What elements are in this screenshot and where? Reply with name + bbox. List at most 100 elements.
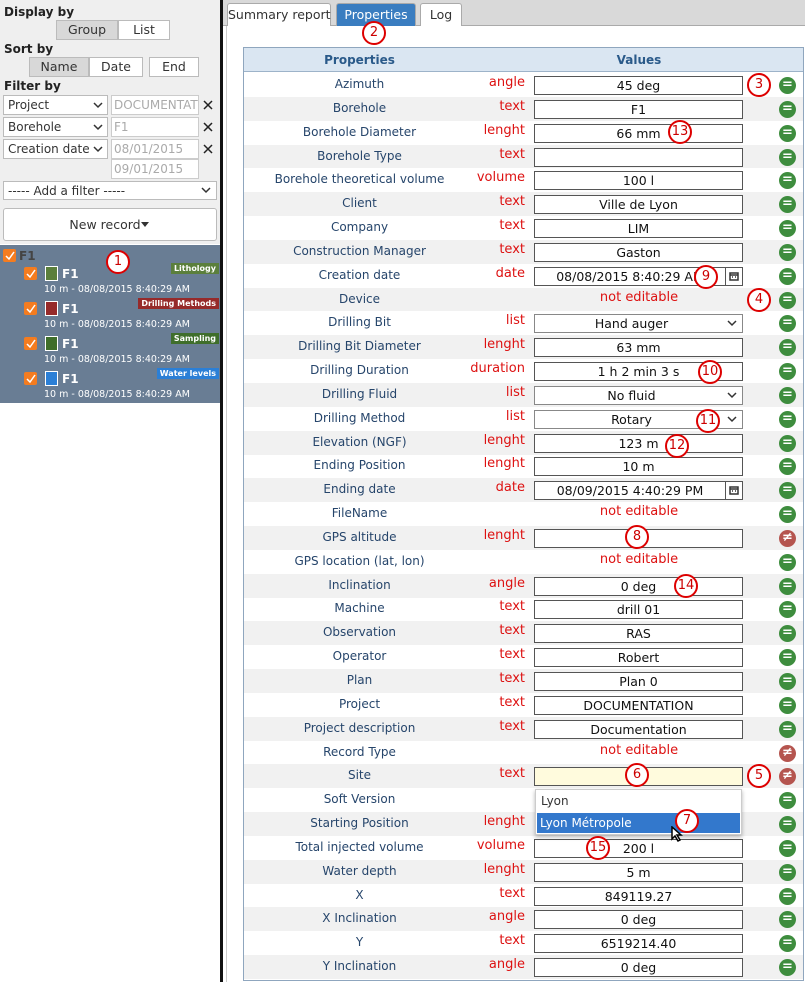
- value-input[interactable]: Plan 0: [534, 672, 743, 691]
- status-icon[interactable]: =: [779, 410, 796, 428]
- checkbox[interactable]: [24, 372, 37, 385]
- status-icon[interactable]: =: [779, 673, 796, 690]
- toggle-button[interactable]: List: [118, 20, 170, 40]
- value-input[interactable]: 0 deg: [534, 576, 743, 596]
- status-icon[interactable]: =: [779, 577, 796, 595]
- status-icon[interactable]: ≠: [779, 529, 796, 547]
- value-select[interactable]: No fluid: [534, 385, 743, 405]
- value-input[interactable]: 849119.27: [534, 886, 743, 906]
- status-icon[interactable]: =: [779, 77, 796, 94]
- value-input[interactable]: 45 deg: [534, 76, 743, 95]
- filter-value[interactable]: F1: [111, 117, 199, 137]
- tab[interactable]: Log: [420, 3, 462, 26]
- status-icon[interactable]: =: [779, 553, 796, 571]
- value-input[interactable]: Documentation: [534, 719, 743, 739]
- status-icon[interactable]: =: [779, 720, 796, 738]
- status-icon[interactable]: =: [779, 124, 796, 142]
- value-input[interactable]: DOCUMENTATION: [534, 695, 743, 715]
- value-input[interactable]: 200 l: [534, 838, 743, 858]
- tab[interactable]: Properties: [336, 3, 416, 26]
- checkbox[interactable]: [24, 267, 37, 280]
- status-icon[interactable]: =: [779, 911, 796, 929]
- status-icon[interactable]: =: [779, 291, 796, 309]
- record-name[interactable]: F1: [62, 337, 79, 351]
- checkbox[interactable]: [3, 249, 16, 262]
- status-icon[interactable]: =: [779, 887, 796, 905]
- value-select[interactable]: Hand auger: [534, 314, 743, 334]
- toggle-button[interactable]: Group: [56, 20, 118, 40]
- tree-root[interactable]: F1: [19, 249, 36, 263]
- status-icon[interactable]: =: [779, 243, 796, 261]
- value-input[interactable]: drill 01: [534, 600, 743, 620]
- value-input[interactable]: [534, 147, 743, 167]
- status-icon[interactable]: =: [779, 792, 796, 810]
- record-name[interactable]: F1: [62, 372, 79, 386]
- toggle-button[interactable]: Date: [89, 57, 143, 77]
- status-icon[interactable]: =: [779, 649, 796, 667]
- value-input[interactable]: 66 mm: [534, 123, 743, 143]
- table: [243, 47, 804, 981]
- value-input[interactable]: RAS: [534, 624, 743, 644]
- value-input[interactable]: 63 mm: [534, 338, 743, 358]
- record-name[interactable]: F1: [62, 302, 79, 316]
- calendar-button[interactable]: [725, 481, 743, 501]
- filter-field[interactable]: Borehole: [3, 117, 108, 137]
- status-icon[interactable]: =: [779, 148, 796, 166]
- toggle-button[interactable]: Name: [29, 57, 89, 77]
- filter-field[interactable]: Project: [3, 95, 108, 115]
- filter-value[interactable]: 08/01/2015: [111, 139, 199, 159]
- tab[interactable]: Summary report: [227, 3, 331, 26]
- new-record-button[interactable]: New record: [3, 208, 217, 241]
- status-icon[interactable]: =: [779, 196, 796, 214]
- dropdown-option[interactable]: Lyon: [541, 794, 569, 808]
- status-icon[interactable]: =: [779, 839, 796, 857]
- value-input[interactable]: 100 l: [534, 171, 743, 191]
- value-input[interactable]: LIM: [534, 219, 743, 239]
- value-input[interactable]: 10 m: [534, 457, 743, 477]
- value-input[interactable]: 0 deg: [534, 910, 743, 930]
- status-icon[interactable]: =: [779, 220, 796, 238]
- dropdown-option[interactable]: Lyon Métropole: [537, 813, 740, 833]
- status-icon[interactable]: =: [779, 458, 796, 476]
- value-select[interactable]: Rotary: [534, 409, 743, 429]
- filter-value[interactable]: 09/01/2015: [111, 159, 199, 179]
- value-input[interactable]: Gaston: [534, 242, 743, 262]
- value-date[interactable]: 08/08/2015 8:40:29 AM: [534, 266, 726, 286]
- status-icon[interactable]: =: [779, 816, 796, 834]
- status-icon[interactable]: =: [779, 434, 796, 452]
- value-input[interactable]: 0 deg: [534, 958, 743, 978]
- status-icon[interactable]: =: [779, 696, 796, 714]
- status-icon[interactable]: =: [779, 172, 796, 190]
- status-icon[interactable]: =: [779, 100, 796, 118]
- value-input[interactable]: F1: [534, 99, 743, 119]
- status-icon[interactable]: =: [779, 506, 796, 524]
- filter-value[interactable]: DOCUMENTATION: [111, 95, 199, 115]
- status-icon[interactable]: =: [779, 363, 796, 381]
- status-icon[interactable]: =: [779, 863, 796, 881]
- add-filter[interactable]: ----- Add a filter -----: [3, 181, 217, 200]
- checkbox[interactable]: [24, 337, 37, 350]
- status-icon[interactable]: ≠: [779, 744, 796, 762]
- checkbox[interactable]: [24, 302, 37, 315]
- status-icon[interactable]: ≠: [779, 768, 796, 786]
- status-icon[interactable]: =: [779, 601, 796, 619]
- status-icon[interactable]: =: [779, 959, 796, 977]
- calendar-button[interactable]: [725, 266, 743, 286]
- status-icon[interactable]: =: [779, 267, 796, 285]
- status-icon[interactable]: =: [779, 315, 796, 333]
- value-input[interactable]: 1 h 2 min 3 s: [534, 362, 743, 382]
- status-icon[interactable]: =: [779, 386, 796, 404]
- record-name[interactable]: F1: [62, 267, 79, 281]
- value-date[interactable]: 08/09/2015 4:40:29 PM: [534, 481, 726, 501]
- value-input[interactable]: 123 m: [534, 433, 743, 453]
- status-icon[interactable]: =: [779, 625, 796, 643]
- status-icon[interactable]: =: [779, 339, 796, 357]
- status-icon[interactable]: =: [779, 482, 796, 500]
- value-input[interactable]: 6519214.40: [534, 934, 743, 954]
- value-input[interactable]: Robert: [534, 648, 743, 668]
- value-input[interactable]: Ville de Lyon: [534, 195, 743, 215]
- toggle-button[interactable]: End: [149, 57, 199, 77]
- status-icon[interactable]: =: [779, 935, 796, 953]
- value-input[interactable]: 5 m: [534, 862, 743, 882]
- filter-field[interactable]: Creation date: [3, 139, 108, 159]
